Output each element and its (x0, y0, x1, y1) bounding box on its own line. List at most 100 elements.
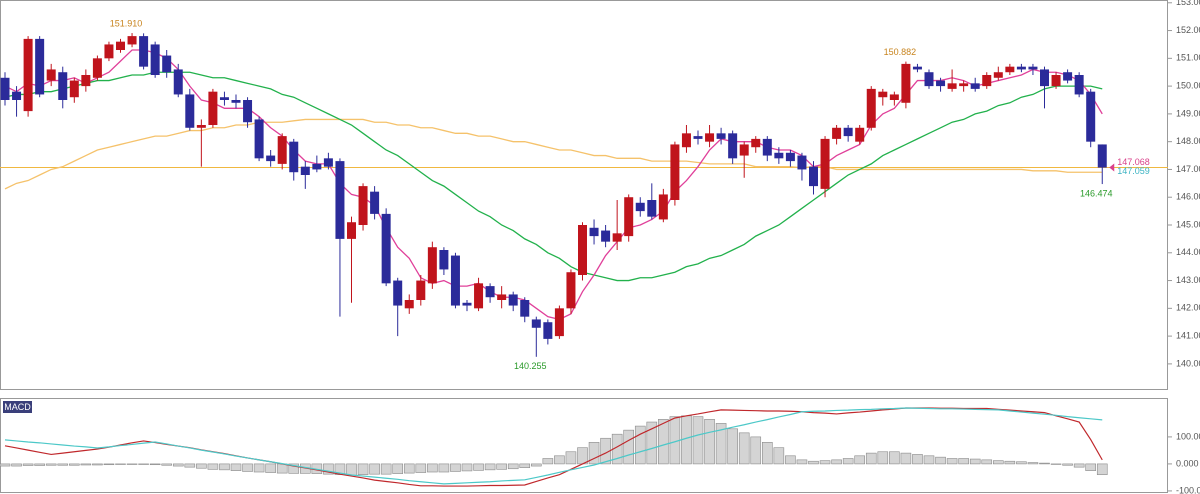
histogram-bar (877, 451, 889, 465)
y-tick-label: 153.000 (1176, 0, 1200, 7)
candle-body (901, 63, 911, 103)
y-tick-label: 143.000 (1176, 275, 1200, 285)
candle-body (982, 75, 992, 87)
y-tick-label: 142.000 (1176, 303, 1200, 313)
histogram-bar (11, 463, 22, 467)
main-panel (0, 0, 1168, 390)
candle-body (381, 213, 391, 284)
last-price-marker (1109, 163, 1115, 172)
histogram-bar (80, 463, 92, 466)
histogram-bar (646, 421, 658, 465)
histogram-bar (565, 451, 577, 465)
histogram-bar (519, 463, 531, 468)
histogram-bar (923, 455, 935, 465)
histogram-bar (738, 432, 750, 465)
candle-body (809, 166, 818, 187)
extreme-label: 140.255 (514, 361, 547, 371)
histogram-bar (357, 463, 369, 476)
candle-body (878, 91, 888, 98)
histogram-bar (34, 463, 45, 466)
y-tick-label: 150.000 (1176, 80, 1200, 90)
histogram-bar (92, 463, 103, 466)
histogram-bar (0, 463, 11, 467)
histogram-bar (981, 459, 993, 465)
histogram-bar (45, 463, 57, 466)
candle-body (970, 83, 980, 89)
candle-body (208, 91, 218, 125)
macd-panel (0, 398, 1168, 493)
y-tick-label: 148.000 (1176, 136, 1200, 146)
histogram-bar (219, 463, 230, 471)
candle-body (277, 136, 287, 164)
candle-body (185, 94, 195, 128)
candle-body (312, 163, 322, 170)
y-tick-label: -100.000 (1176, 485, 1200, 494)
histogram-bar (1096, 463, 1108, 476)
histogram-bar (22, 463, 34, 466)
extreme-label: 151.910 (110, 18, 143, 28)
histogram-bar (715, 423, 727, 465)
histogram-bar (253, 463, 265, 473)
candle-body (693, 136, 703, 139)
histogram-bar (577, 447, 588, 465)
candle-body (427, 247, 437, 284)
candle-body (1016, 66, 1026, 70)
candle-body (543, 322, 553, 339)
histogram-bar (57, 463, 69, 466)
histogram-bar (242, 463, 253, 472)
y-tick-label: 140.000 (1176, 358, 1200, 368)
histogram-bar (1062, 463, 1073, 466)
candle-body (670, 144, 680, 200)
candle-body (728, 133, 738, 159)
candle-body (173, 69, 183, 95)
histogram-bar (172, 463, 184, 467)
candle-body (762, 138, 772, 156)
candle-body (912, 66, 922, 70)
histogram-bar (1085, 463, 1096, 471)
candle-body (716, 133, 726, 139)
candle-body (58, 72, 68, 100)
candle-body (554, 308, 564, 337)
candle-body (370, 191, 380, 214)
histogram-bar (323, 463, 334, 475)
y-tick-label: 100.000 (1176, 431, 1200, 441)
histogram-bar (554, 455, 565, 465)
histogram-bar (819, 460, 831, 465)
histogram-bar (265, 463, 276, 473)
candle-body (658, 194, 668, 220)
candle-body (578, 225, 587, 275)
histogram-bar (369, 463, 380, 475)
histogram-bar (946, 458, 958, 465)
histogram-bar (727, 428, 738, 465)
extreme-label: 150.882 (884, 47, 917, 57)
histogram-bar (785, 455, 796, 465)
histogram-bar (207, 463, 219, 470)
histogram-bar (450, 463, 461, 472)
candle-body (266, 155, 276, 162)
histogram-bar (473, 463, 484, 471)
candle-body (23, 38, 33, 112)
candle-body (1063, 72, 1073, 81)
candle-body (624, 197, 634, 237)
candle-body (647, 200, 657, 217)
macd-line (4, 407, 1103, 485)
histogram-bar (704, 419, 715, 465)
histogram-bar (796, 459, 808, 465)
candle-body (601, 230, 611, 242)
histogram-bar (149, 463, 161, 466)
histogram-bar (623, 429, 635, 465)
y-tick-label: 144.000 (1176, 247, 1200, 257)
histogram-bar (415, 463, 427, 473)
candle-body (1005, 66, 1015, 73)
candle-body (566, 272, 576, 309)
y-tick-label: 147.000 (1176, 164, 1200, 174)
histogram-bar (230, 463, 242, 471)
candle-body (843, 127, 853, 137)
histogram-bar (831, 459, 842, 465)
histogram-bar (403, 463, 415, 474)
y-tick-label: 145.000 (1176, 219, 1200, 229)
macd-title: MACD (4, 402, 31, 412)
candle-body (508, 294, 518, 306)
candle-body (959, 83, 969, 87)
